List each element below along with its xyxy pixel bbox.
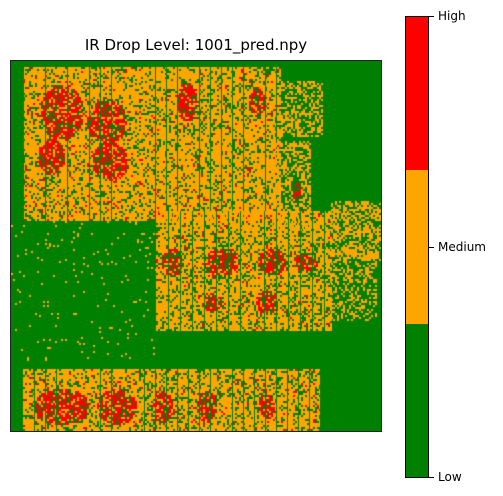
- heatmap-canvas: [11, 61, 381, 431]
- colorbar: [405, 16, 429, 478]
- chart-title: IR Drop Level: 1001_pred.npy: [84, 36, 308, 54]
- colorbar-segment-low: [406, 323, 428, 477]
- heatmap-plot: [10, 60, 382, 432]
- colorbar-label-low: Low: [438, 470, 462, 484]
- colorbar-tick-low: [429, 477, 434, 478]
- colorbar-segment-medium: [406, 170, 428, 324]
- colorbar-segment-high: [406, 17, 428, 171]
- colorbar-tick-high: [429, 16, 434, 17]
- colorbar-label-high: High: [438, 9, 466, 23]
- colorbar-label-medium: Medium: [438, 240, 486, 254]
- colorbar-tick-medium: [429, 247, 434, 248]
